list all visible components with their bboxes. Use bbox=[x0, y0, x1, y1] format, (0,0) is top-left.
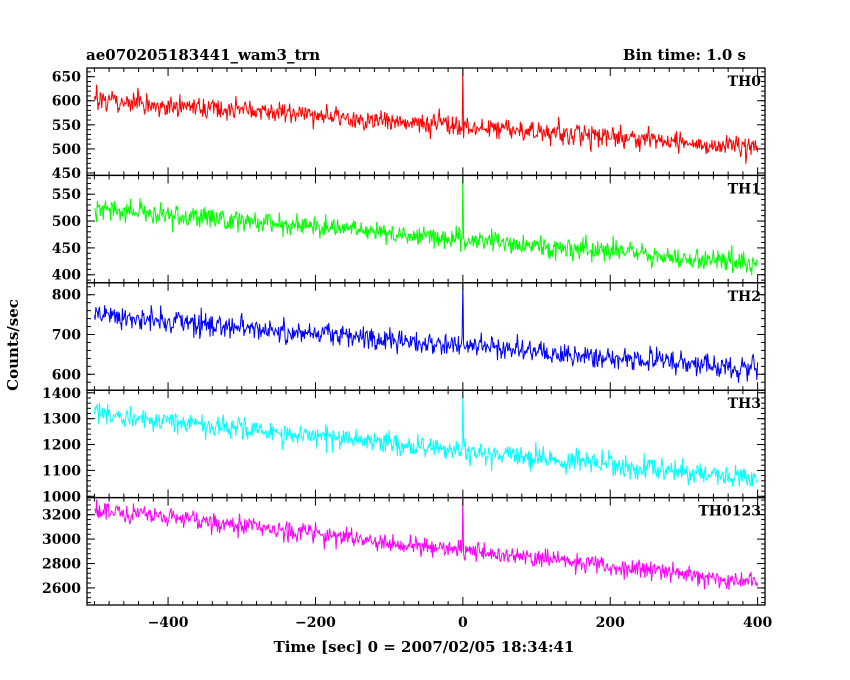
y-tick-label: 500 bbox=[52, 214, 81, 230]
panel-frame bbox=[86, 174, 766, 284]
x-tick-label: −200 bbox=[295, 615, 336, 631]
panel-frame bbox=[86, 67, 766, 177]
y-tick-label: 700 bbox=[52, 328, 81, 344]
panel-th3: 1000 1100 1200 1300 1400 TH3 bbox=[42, 386, 766, 505]
y-tick-label: 1200 bbox=[42, 438, 81, 454]
y-tick-label: 600 bbox=[52, 94, 81, 110]
x-tick-label: 200 bbox=[596, 615, 625, 631]
y-tick-label: 1000 bbox=[42, 489, 81, 505]
y-tick-label: 2800 bbox=[42, 557, 81, 573]
y-tick-label: 2600 bbox=[42, 581, 81, 597]
y-tick-label: 800 bbox=[52, 288, 81, 304]
x-axis-label: Time [sec] 0 = 2007/02/05 18:34:41 bbox=[274, 638, 575, 656]
panel-th0123: 2600 2800 3000 3200 TH0123 bbox=[42, 496, 766, 606]
y-axis-label: Counts/sec bbox=[4, 299, 22, 391]
panels-group: 450 500 550 600 650 TH0 400 450 500 550 TH1 600 700 8… bbox=[42, 67, 766, 606]
panel-label-th3: TH3 bbox=[728, 396, 761, 412]
series-line-th0 bbox=[93, 68, 759, 164]
y-tick-label: 600 bbox=[52, 367, 81, 383]
y-tick-label: 650 bbox=[52, 70, 81, 86]
series-line-th3 bbox=[93, 390, 758, 487]
y-tick-label: 550 bbox=[52, 118, 81, 134]
chart-title-left: ae070205183441_wam3_trn bbox=[86, 46, 320, 64]
x-axis: −400 −200 0 200 400 bbox=[148, 615, 773, 631]
x-tick-label: −400 bbox=[148, 615, 189, 631]
y-tick-label: 450 bbox=[52, 241, 81, 257]
chart-title-right: Bin time: 1.0 s bbox=[623, 46, 746, 64]
panel-label-th0123: TH0123 bbox=[698, 504, 761, 520]
y-tick-label: 3200 bbox=[42, 508, 81, 524]
y-tick-label: 500 bbox=[52, 142, 81, 158]
y-tick-label: 1100 bbox=[42, 463, 81, 479]
panel-frame bbox=[86, 282, 766, 391]
panel-frame bbox=[86, 389, 766, 499]
panel-th0: 450 500 550 600 650 TH0 bbox=[52, 67, 766, 182]
series-line-th0123 bbox=[94, 497, 759, 590]
panel-label-th1: TH1 bbox=[728, 181, 761, 197]
panel-th2: 600 700 800 TH2 bbox=[52, 282, 766, 391]
y-tick-label: 400 bbox=[52, 268, 81, 284]
panel-th1: 400 450 500 550 TH1 bbox=[52, 174, 766, 284]
panel-label-th0: TH0 bbox=[728, 74, 762, 90]
y-tick-label: 450 bbox=[52, 166, 81, 182]
panel-frame bbox=[86, 496, 766, 606]
y-tick-label: 3000 bbox=[42, 532, 81, 548]
y-tick-label: 1300 bbox=[42, 412, 81, 428]
y-tick-label: 1400 bbox=[42, 386, 81, 402]
series-line-th1 bbox=[94, 175, 759, 276]
x-tick-label: 400 bbox=[743, 615, 772, 631]
panel-label-th2: TH2 bbox=[728, 289, 761, 305]
x-tick-label: 0 bbox=[458, 615, 468, 631]
series-line-th2 bbox=[93, 282, 759, 383]
y-tick-label: 550 bbox=[52, 187, 81, 203]
